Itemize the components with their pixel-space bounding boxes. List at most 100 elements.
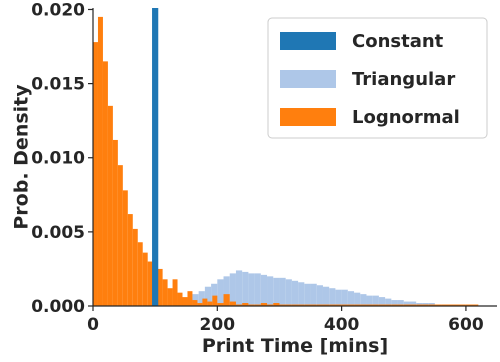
x-tick-label: 0 [87,315,99,335]
histogram-bar [254,304,261,306]
histogram-bar [122,190,128,306]
histogram-bar [360,294,367,306]
histogram-bar [242,303,249,306]
histogram-bar [391,300,398,306]
histogram-bar [285,279,292,306]
histogram-bar [409,301,417,306]
histogram-bar [304,304,317,306]
histogram-bar [242,271,249,306]
y-tick-label: 0.020 [31,0,85,20]
histogram-bar [316,285,323,306]
histogram-bar [279,277,286,306]
histogram-bar [310,283,317,306]
histogram-bar [107,105,113,306]
histogram-bar [291,304,305,306]
histogram-bar [142,252,148,306]
histogram-bar [428,303,435,306]
histogram-bar [465,304,479,306]
histogram-bar [204,286,212,306]
histogram-bar [132,228,138,306]
histogram-bar [198,291,205,306]
histogram-bar [397,300,404,306]
histogram-bar [182,297,188,306]
histogram-bar [192,300,198,306]
histogram-bar [329,288,336,306]
histogram-bar [254,273,261,306]
histogram-bar [235,304,243,306]
histogram-bar [385,298,392,306]
histogram-bar [298,282,305,306]
histogram-bar [172,279,178,306]
histogram-bar [260,303,268,306]
histogram-bar [267,304,274,306]
histogram-bar [273,303,280,306]
histogram-bar [217,279,224,306]
histogram-bar [248,304,255,306]
x-tick-label: 400 [324,315,360,335]
histogram-bar [354,304,367,306]
histogram-bar [378,297,386,306]
histogram-bar [127,214,133,306]
histogram-bar [441,304,454,306]
histogram-bar [453,304,466,306]
histogram-bar [354,292,361,306]
histogram-bar [197,303,203,306]
histogram-bar [147,261,153,306]
legend-label: Lognormal [352,107,460,128]
histogram-bar [428,304,442,306]
histogram-bar [202,298,208,306]
histogram-bar [335,289,342,306]
histogram-bar [279,304,292,306]
histogram-bar [403,301,410,306]
histogram-bar [366,304,379,306]
legend-label: Triangular [352,69,455,90]
histogram-bar [223,294,230,306]
histogram-bar [137,242,143,306]
y-tick-label: 0.000 [31,297,85,317]
histogram-bar [187,291,193,306]
histogram-bar [93,42,98,306]
histogram-bar [223,276,230,306]
legend-label: Constant [352,31,444,52]
y-tick-label: 0.005 [31,223,85,243]
histogram-bar [403,304,417,306]
plot-area [93,8,479,306]
histogram-bar [347,291,355,306]
legend-swatch [280,108,336,126]
x-tick-label: 600 [448,315,484,335]
histogram-bar [211,283,218,306]
histogram-bar [229,273,236,306]
histogram-bar [291,280,299,306]
histogram-bar [162,279,168,306]
histogram-bar [229,301,236,306]
histogram-bar [341,289,348,306]
histogram-bar [322,286,330,306]
histogram-bar [329,304,342,306]
histogram-bar [97,16,103,306]
histogram-bar [378,304,392,306]
histogram-bar [177,292,183,306]
legend-swatch [280,70,336,88]
y-tick-label: 0.015 [31,75,85,95]
histogram-bar [416,303,423,306]
histogram-bar [117,165,123,306]
histogram-bar [207,301,213,306]
histogram-bar [366,295,373,306]
histogram-bar [391,304,404,306]
histogram-bar [267,276,274,306]
histogram-bar [212,295,218,306]
histogram-bar [235,270,243,306]
histogram-bar [316,304,330,306]
y-tick-label: 0.010 [31,149,85,169]
histogram-bar [273,277,280,306]
histogram-bar [248,273,255,306]
histogram-bar [157,268,163,306]
histogram-bar [260,274,268,306]
histogram-bar [416,304,429,306]
histogram-bar [341,304,355,306]
y-axis-label: Prob. Density [11,84,33,230]
histogram-bar [112,139,118,306]
histogram-bar [152,8,159,306]
